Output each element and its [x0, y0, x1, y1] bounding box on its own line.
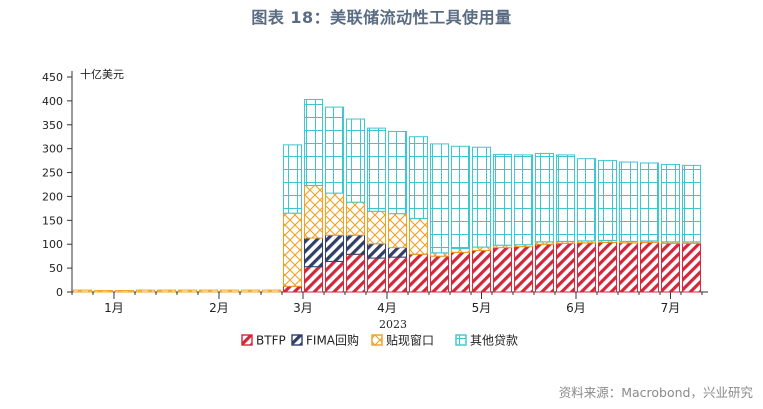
legend-swatch-1	[241, 334, 253, 346]
y-tick-label: 300	[42, 143, 63, 156]
bar--8	[219, 289, 240, 293]
bar--11	[282, 212, 303, 287]
bar--17	[408, 136, 429, 219]
y-tick-label: 250	[42, 167, 63, 180]
bar--12	[303, 184, 324, 239]
bar--11	[282, 144, 303, 214]
bar-btfp-19	[450, 251, 471, 293]
bar--15	[366, 127, 387, 212]
bar-btfp-30	[681, 242, 702, 293]
bar-btfp-20	[471, 249, 492, 293]
legend-label-4: 其他贷款	[470, 334, 518, 348]
bar-btfp-18	[429, 255, 450, 293]
bar-btfp-23	[534, 243, 555, 293]
bar-btfp-11	[282, 285, 303, 293]
bar-btfp-29	[660, 242, 681, 293]
bar--10	[261, 289, 282, 293]
bar--20	[471, 246, 492, 251]
x-tick-label: 7月	[661, 301, 681, 315]
x-tick-label: 5月	[472, 301, 492, 315]
bar--19	[450, 248, 471, 253]
bar-fima-14	[345, 234, 366, 255]
y-tick-label: 350	[42, 119, 63, 132]
bar-btfp-14	[345, 253, 366, 293]
bar--16	[387, 213, 408, 249]
legend-label-3: 贴现窗口	[386, 334, 434, 348]
x-axis-label: 2023	[379, 318, 407, 331]
bar--6	[177, 289, 198, 293]
bar-fima-16	[387, 247, 408, 258]
x-tick-label: 4月	[377, 301, 397, 315]
bar--9	[240, 289, 261, 293]
legend-swatch-2	[291, 334, 303, 346]
bar-btfp-15	[366, 257, 387, 293]
bar--19	[450, 145, 471, 250]
bar-btfp-28	[639, 241, 660, 293]
bar--17	[408, 217, 429, 255]
x-tick-label: 2月	[209, 301, 229, 315]
bar-btfp-22	[513, 246, 534, 293]
bar--14	[345, 118, 366, 203]
bar--29	[660, 163, 681, 243]
bar--18	[429, 143, 450, 254]
legend-swatch-3	[371, 334, 383, 346]
bar-fima-13	[324, 234, 345, 262]
bar--13	[324, 192, 345, 236]
bar-btfp-13	[324, 260, 345, 293]
chart-title: 图表 18：美联储流动性工具使用量	[251, 8, 512, 27]
y-tick-label: 150	[42, 214, 63, 227]
bar--13	[324, 106, 345, 194]
legend-label-2: FIMA回购	[306, 333, 359, 348]
bar--3	[114, 290, 135, 293]
unit-label: 十亿美元	[80, 67, 124, 81]
bar-btfp-12	[303, 266, 324, 293]
bar-btfp-17	[408, 253, 429, 293]
bar--22	[513, 154, 534, 246]
bar--5	[156, 289, 177, 293]
bar--26	[597, 160, 618, 241]
bar--12	[303, 98, 324, 186]
bar-btfp-27	[618, 242, 639, 293]
bar--23	[534, 152, 555, 243]
bar--20	[471, 146, 492, 248]
bar-btfp-21	[492, 247, 513, 293]
bar-fima-15	[366, 243, 387, 259]
bar--28	[639, 162, 660, 242]
x-tick-label: 3月	[293, 301, 313, 315]
y-tick-label: 400	[42, 95, 63, 108]
bar--25	[576, 158, 597, 242]
bar-btfp-24	[555, 242, 576, 293]
source-note: 资料来源：Macrobond，兴业研究	[558, 385, 753, 400]
bar--2	[93, 290, 114, 293]
bar--24	[555, 154, 576, 242]
bar--4	[135, 289, 156, 293]
legend-swatch-4	[455, 334, 467, 346]
bar--30	[681, 164, 702, 243]
bar-btfp-16	[387, 256, 408, 293]
bar--18	[429, 252, 450, 257]
bar--16	[387, 130, 408, 215]
y-tick-label: 450	[42, 71, 63, 84]
bar--15	[366, 210, 387, 245]
y-tick-label: 200	[42, 190, 63, 203]
bar-btfp-25	[576, 242, 597, 293]
bar--27	[618, 161, 639, 242]
y-tick-label: 0	[56, 286, 63, 299]
y-tick-label: 100	[42, 238, 63, 251]
bar--14	[345, 201, 366, 236]
legend-label-1: BTFP	[256, 334, 286, 348]
bar--7	[198, 289, 219, 293]
bar-fima-12	[303, 237, 324, 268]
x-tick-label: 6月	[566, 301, 586, 315]
bar-btfp-26	[597, 241, 618, 293]
bar--21	[492, 153, 513, 246]
x-tick-label: 1月	[104, 301, 124, 315]
bar--1	[72, 289, 93, 293]
y-tick-label: 50	[49, 262, 63, 275]
